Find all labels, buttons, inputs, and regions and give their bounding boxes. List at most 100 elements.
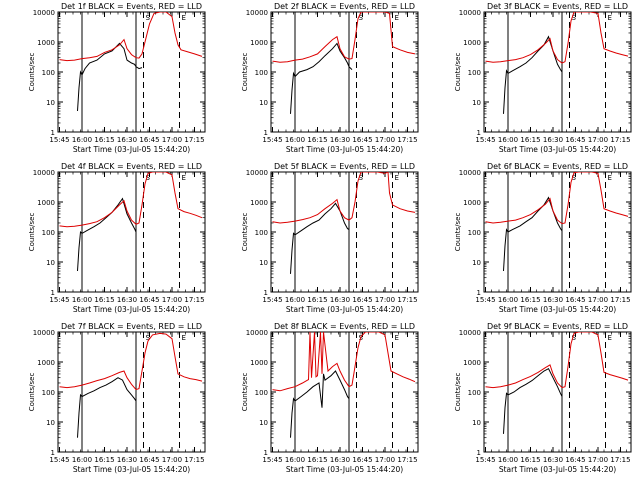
end-marker-label: E [608,174,612,182]
y-tick-label: 10000 [459,329,481,337]
series-line-events [503,196,563,272]
x-tick-label: 17:00 [375,136,395,144]
y-axis-label: Counts/sec [454,373,462,412]
chart-panel-7: Det 7f BLACK = Events, RED = LLD 1 10 100 10… [28,322,206,474]
series-line-events [290,202,350,274]
chart-panel-1: Det 1f BLACK = Events, RED = LLD 1 10 100 10… [28,2,206,154]
x-axis-label: Start Time (03-Jul-05 15:44:20) [499,305,616,314]
y-tick-label: 1 [51,289,55,297]
x-tick-label: 16:30 [117,456,137,464]
start-marker-label: S [146,14,151,22]
chart-title: Det 4f BLACK = Events, RED = LLD [61,162,202,171]
x-tick-label: 16:30 [330,456,350,464]
y-tick-label: 100 [42,69,55,77]
chart-title: Det 8f BLACK = Events, RED = LLD [274,322,415,331]
x-tick-label: 16:30 [543,456,563,464]
y-tick-label: 100 [42,389,55,397]
y-tick-label: 10000 [246,329,268,337]
x-tick-label: 17:15 [610,136,630,144]
x-tick-label: 17:15 [184,296,204,304]
end-marker-label: E [395,334,399,342]
y-tick-label: 1000 [463,359,481,367]
x-tick-label: 16:45 [139,136,159,144]
start-marker-label: S [359,14,364,22]
y-tick-label: 1000 [250,39,268,47]
x-tick-label: 15:45 [262,456,282,464]
x-tick-label: 16:15 [520,296,540,304]
chart-title: Det 1f BLACK = Events, RED = LLD [61,2,202,11]
series-line-events [503,368,563,434]
start-marker-label: S [572,14,577,22]
y-tick-label: 100 [255,69,268,77]
end-marker-label: E [182,174,186,182]
series-line-lld [272,172,416,224]
y-axis-label: Counts/sec [28,373,36,412]
y-tick-label: 1000 [463,199,481,207]
x-tick-label: 17:00 [162,456,182,464]
end-marker-label: E [608,334,612,342]
y-axis-label: Counts/sec [454,213,462,252]
end-marker-label: E [608,14,612,22]
y-axis-label: Counts/sec [241,53,249,92]
x-tick-label: 16:45 [565,456,585,464]
series-line-events [290,370,350,438]
x-axis-label: Start Time (03-Jul-05 15:44:20) [286,465,403,474]
x-axis-label: Start Time (03-Jul-05 15:44:20) [73,465,190,474]
x-tick-label: 16:00 [72,136,92,144]
end-marker-label: E [395,14,399,22]
y-tick-label: 1000 [37,359,55,367]
x-tick-label: 17:15 [397,136,417,144]
plot-frame [270,11,419,133]
y-tick-label: 100 [468,229,481,237]
y-tick-label: 10000 [246,9,268,17]
x-tick-label: 16:15 [94,136,114,144]
y-tick-label: 10 [259,419,268,427]
start-marker-label: S [572,174,577,182]
x-tick-label: 15:45 [49,456,69,464]
x-tick-label: 15:45 [49,296,69,304]
chart-title: Det 9f BLACK = Events, RED = LLD [487,322,628,331]
y-tick-label: 10 [46,419,55,427]
chart-panel-5: Det 5f BLACK = Events, RED = LLD 1 10 100 10… [241,162,419,314]
chart-panel-4: Det 4f BLACK = Events, RED = LLD 1 10 100 10… [28,162,206,314]
start-marker-label: S [146,334,151,342]
x-tick-label: 16:45 [139,296,159,304]
x-tick-label: 16:00 [498,456,518,464]
end-marker-label: E [182,14,186,22]
y-tick-label: 10 [46,99,55,107]
x-tick-label: 15:45 [262,136,282,144]
series-line-lld [272,332,416,392]
x-tick-label: 17:15 [610,456,630,464]
x-tick-label: 16:00 [72,456,92,464]
x-tick-label: 17:15 [397,456,417,464]
x-tick-label: 15:45 [262,296,282,304]
x-axis-label: Start Time (03-Jul-05 15:44:20) [73,305,190,314]
x-tick-label: 16:15 [520,456,540,464]
x-tick-label: 16:15 [94,456,114,464]
y-tick-label: 10000 [459,9,481,17]
x-tick-label: 16:45 [352,296,372,304]
series-line-lld [485,172,629,225]
chart-title: Det 5f BLACK = Events, RED = LLD [274,162,415,171]
x-tick-label: 16:15 [307,456,327,464]
plot-frame [57,331,206,453]
x-axis-label: Start Time (03-Jul-05 15:44:20) [499,465,616,474]
x-tick-label: 16:30 [330,296,350,304]
y-tick-label: 10 [259,259,268,267]
x-tick-label: 16:00 [498,296,518,304]
y-tick-label: 1 [477,129,481,137]
x-tick-label: 17:00 [375,296,395,304]
y-axis-label: Counts/sec [454,53,462,92]
series-line-events [77,197,137,272]
y-tick-label: 1 [51,449,55,457]
y-tick-label: 100 [468,69,481,77]
x-tick-label: 16:00 [285,296,305,304]
x-tick-label: 16:00 [498,136,518,144]
y-tick-label: 1000 [250,359,268,367]
x-tick-label: 17:15 [184,136,204,144]
y-tick-label: 100 [468,389,481,397]
y-tick-label: 10000 [33,169,55,177]
x-tick-label: 17:15 [610,296,630,304]
